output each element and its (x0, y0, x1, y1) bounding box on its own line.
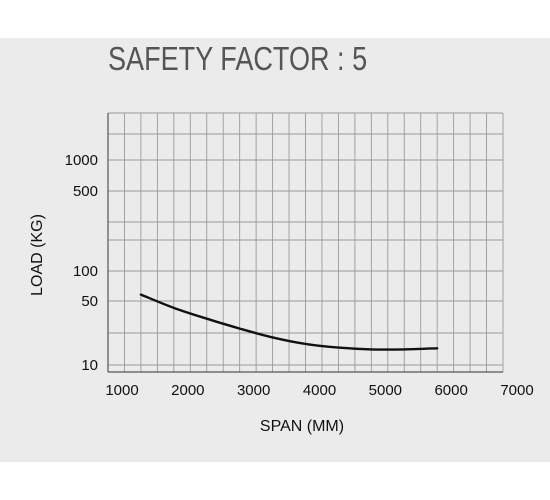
x-tick-labels: 1000 2000 3000 4000 5000 6000 7000 (105, 382, 533, 399)
y-tick-label: 50 (81, 293, 98, 310)
y-axis-label: LOAD (KG) (29, 214, 46, 296)
x-tick-label: 6000 (434, 382, 467, 399)
axes (107, 113, 503, 373)
x-tick-label: 7000 (500, 382, 533, 399)
x-tick-label: 1000 (105, 382, 138, 399)
y-tick-label: 1000 (65, 152, 98, 169)
x-tick-label: 2000 (171, 382, 204, 399)
chart-panel (0, 38, 550, 462)
y-tick-labels: 10 50 100 500 1000 (65, 152, 98, 374)
series-group (139, 293, 439, 351)
y-tick-label: 10 (81, 357, 98, 374)
grid (107, 112, 504, 373)
chart-title: SAFETY FACTOR : 5 (108, 40, 368, 77)
x-tick-label: 4000 (303, 382, 336, 399)
y-tick-label: 100 (73, 263, 98, 280)
x-tick-label: 5000 (369, 382, 402, 399)
series-line (139, 293, 439, 351)
x-axis-label: SPAN (MM) (260, 418, 344, 435)
x-tick-label: 3000 (237, 382, 270, 399)
y-tick-label: 500 (73, 183, 98, 200)
